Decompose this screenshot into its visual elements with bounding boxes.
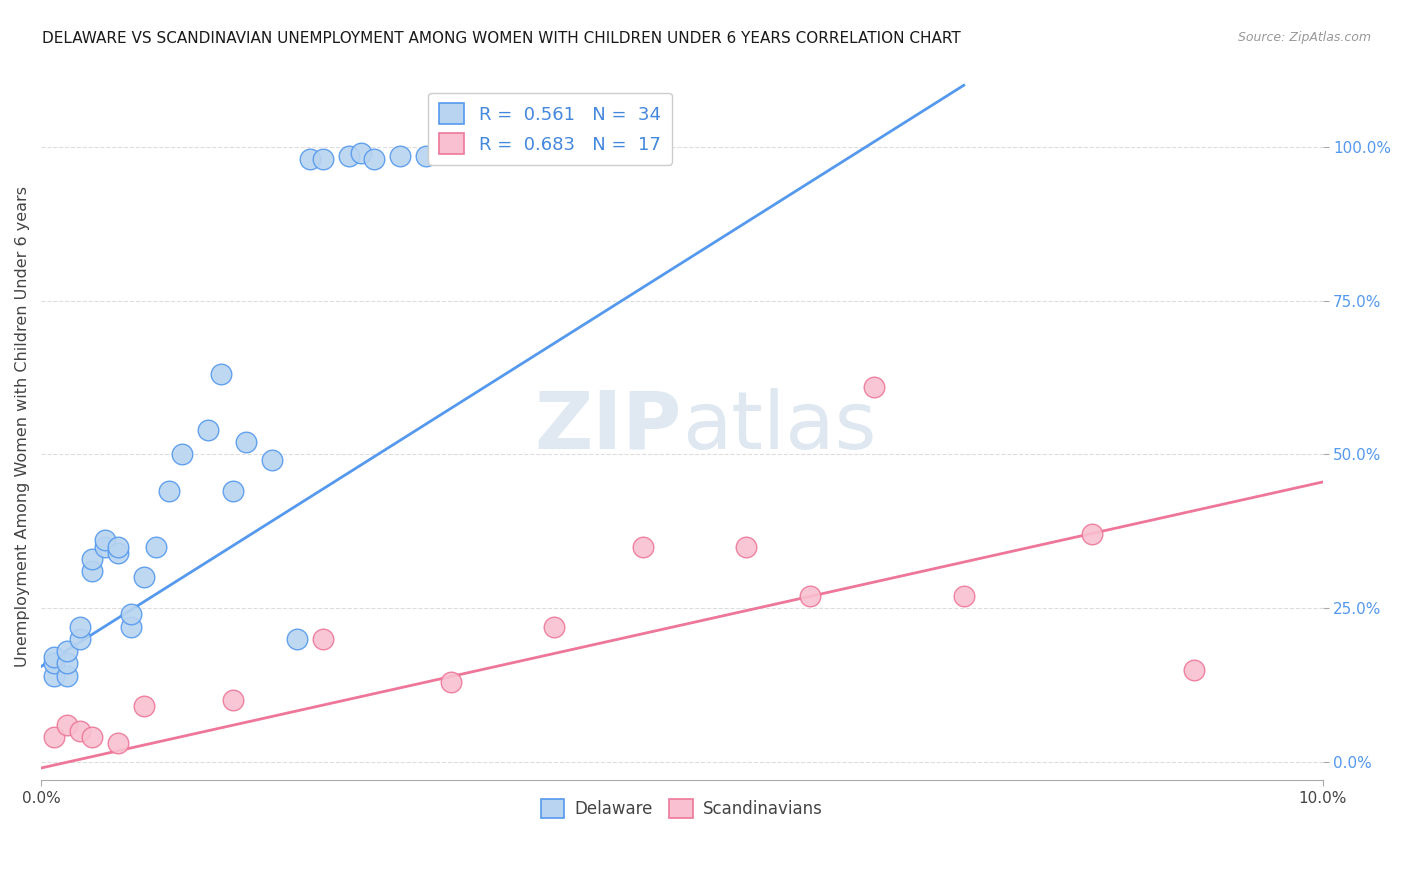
- Point: [350, 145, 373, 160]
- Point: [235, 435, 257, 450]
- Point: [633, 540, 655, 554]
- Text: atlas: atlas: [682, 388, 876, 466]
- Point: [55, 644, 77, 658]
- Point: [107, 546, 129, 560]
- Point: [107, 540, 129, 554]
- Point: [132, 570, 155, 584]
- Point: [260, 453, 283, 467]
- Point: [55, 718, 77, 732]
- Point: [42, 657, 65, 671]
- Point: [82, 731, 104, 745]
- Point: [42, 650, 65, 665]
- Point: [388, 149, 411, 163]
- Text: DELAWARE VS SCANDINAVIAN UNEMPLOYMENT AMONG WOMEN WITH CHILDREN UNDER 6 YEARS CO: DELAWARE VS SCANDINAVIAN UNEMPLOYMENT AM…: [42, 31, 960, 46]
- Text: ZIP: ZIP: [534, 388, 682, 466]
- Point: [170, 447, 193, 461]
- Point: [94, 533, 117, 548]
- Point: [145, 540, 167, 554]
- Y-axis label: Unemployment Among Women with Children Under 6 years: Unemployment Among Women with Children U…: [15, 186, 30, 667]
- Point: [120, 607, 142, 622]
- Point: [440, 674, 463, 689]
- Point: [69, 619, 91, 633]
- Point: [209, 368, 232, 382]
- Point: [337, 149, 360, 163]
- Point: [312, 632, 335, 646]
- Point: [312, 152, 335, 166]
- Point: [299, 152, 322, 166]
- Point: [1081, 527, 1104, 541]
- Point: [222, 484, 245, 499]
- Point: [157, 484, 180, 499]
- Point: [863, 379, 886, 393]
- Point: [55, 657, 77, 671]
- Point: [120, 619, 142, 633]
- Legend: Delaware, Scandinavians: Delaware, Scandinavians: [534, 792, 830, 825]
- Point: [42, 731, 65, 745]
- Point: [132, 699, 155, 714]
- Point: [107, 736, 129, 750]
- Point: [55, 669, 77, 683]
- Point: [543, 619, 565, 633]
- Point: [735, 540, 758, 554]
- Point: [82, 552, 104, 566]
- Point: [952, 589, 974, 603]
- Point: [82, 564, 104, 578]
- Point: [69, 632, 91, 646]
- Point: [287, 632, 309, 646]
- Point: [633, 140, 655, 154]
- Point: [363, 152, 385, 166]
- Point: [94, 540, 117, 554]
- Point: [69, 724, 91, 739]
- Point: [1184, 663, 1206, 677]
- Text: Source: ZipAtlas.com: Source: ZipAtlas.com: [1237, 31, 1371, 45]
- Point: [799, 589, 821, 603]
- Point: [197, 423, 219, 437]
- Point: [222, 693, 245, 707]
- Point: [42, 669, 65, 683]
- Point: [415, 149, 437, 163]
